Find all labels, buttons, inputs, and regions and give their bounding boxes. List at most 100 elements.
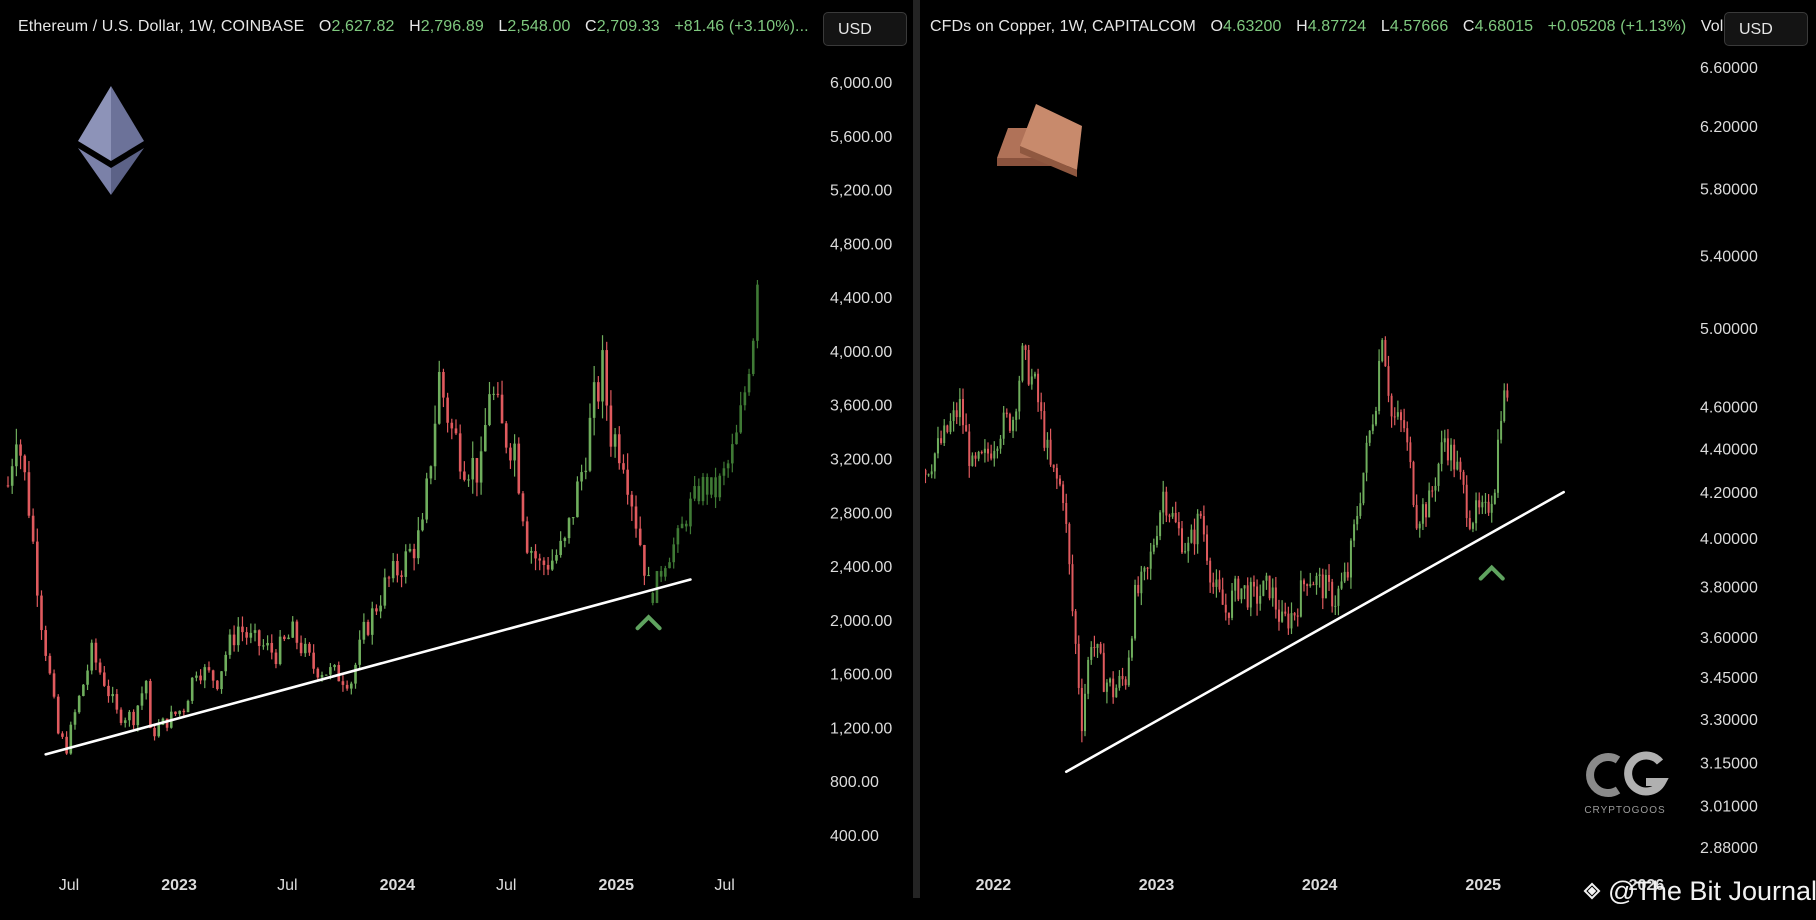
ethereum-logo-icon-bottom-left — [78, 148, 111, 195]
copper-candle — [1437, 463, 1440, 486]
eth-currency-button[interactable]: USD — [823, 12, 907, 46]
copper-close-label: C — [1462, 18, 1475, 35]
eth-candle — [446, 397, 449, 423]
eth-candle — [597, 382, 600, 402]
copper-candle — [1359, 503, 1362, 516]
copper-symbol-title[interactable]: CFDs on Copper, 1W, CAPITALCOM — [930, 18, 1196, 35]
eth-candle — [94, 642, 98, 663]
copper-candle — [1231, 590, 1234, 618]
copper-price-chart[interactable]: 6.60000 6.20000 5.80000 5.40000 5.00000 4.600… — [925, 0, 1816, 920]
copper-candle — [1487, 501, 1490, 513]
eth-candle — [454, 428, 458, 434]
eth-projection-candle — [655, 571, 659, 603]
eth-candle — [517, 443, 521, 494]
eth-candle — [550, 560, 554, 570]
eth-candle — [136, 705, 140, 726]
eth-candle — [475, 457, 479, 483]
eth-low-label: L — [498, 18, 508, 35]
copper-candle — [1434, 485, 1437, 491]
eth-candle — [626, 469, 629, 495]
copper-candle — [1318, 574, 1321, 576]
eth-symbol-title[interactable]: Ethereum / U.S. Dollar, 1W, COINBASE — [18, 18, 305, 35]
copper-open-value: 4.63200 — [1222, 18, 1282, 35]
copper-candle — [1353, 524, 1356, 541]
eth-candle — [199, 675, 202, 681]
eth-candle — [207, 667, 211, 671]
copper-candle — [1290, 613, 1293, 629]
copper-candle — [1274, 587, 1277, 610]
eth-candle — [245, 632, 248, 638]
eth-candle — [65, 736, 68, 754]
eth-candle — [563, 538, 567, 541]
eth-candle — [337, 665, 341, 682]
copper-candle — [1237, 578, 1240, 600]
eth-projection-candle — [710, 477, 713, 495]
copper-low-label: L — [1380, 18, 1390, 35]
copper-candle — [1149, 551, 1152, 569]
eth-trendline — [44, 578, 692, 756]
copper-candle — [1118, 675, 1121, 688]
copper-candle — [1284, 611, 1287, 614]
eth-x-tick-label: Jul — [59, 877, 79, 894]
eth-candle — [220, 671, 223, 690]
copper-candle — [1074, 611, 1077, 644]
eth-y-tick-label: 4,400.00 — [830, 290, 892, 307]
eth-candle — [270, 642, 274, 653]
eth-candle — [303, 643, 307, 654]
eth-candle — [400, 575, 403, 577]
copper-candle — [1409, 442, 1412, 463]
copper-candle — [1068, 523, 1071, 565]
eth-y-tick-label: 3,600.00 — [830, 398, 892, 415]
copper-currency-button[interactable]: USD — [1724, 12, 1808, 46]
eth-candle — [576, 481, 579, 518]
eth-candle — [102, 672, 106, 686]
eth-candle — [165, 718, 169, 728]
copper-candle — [1249, 581, 1252, 608]
eth-candle — [429, 466, 433, 479]
copper-candle — [1155, 536, 1158, 545]
copper-candle — [958, 399, 961, 418]
eth-projection-candle — [718, 475, 722, 498]
copper-y-tick-label: 4.00000 — [1700, 531, 1758, 548]
eth-candle — [483, 425, 487, 452]
eth-candle — [417, 530, 420, 559]
copper-candle — [1421, 504, 1424, 524]
eth-candle — [69, 724, 73, 754]
eth-candle — [580, 472, 583, 482]
eth-candle — [412, 548, 416, 559]
eth-candle — [203, 667, 207, 681]
eth-projection-candle — [743, 392, 747, 406]
copper-candle — [1456, 461, 1459, 470]
eth-chart-panel: 6,000.00 5,600.00 5,200.00 4,800.00 4,400.00… — [0, 0, 915, 920]
copper-open-label: O — [1210, 18, 1223, 35]
copper-candle — [1277, 609, 1280, 622]
eth-projection-candle — [731, 444, 734, 464]
eth-y-tick-label: 2,400.00 — [830, 559, 892, 576]
copper-y-tick-label: 5.00000 — [1700, 321, 1758, 338]
copper-candle — [1052, 464, 1055, 468]
eth-candle — [128, 711, 131, 721]
copper-candle — [1453, 444, 1456, 470]
eth-projection-candle — [651, 592, 655, 603]
copper-candle — [1008, 414, 1011, 431]
copper-candle — [1399, 412, 1402, 421]
eth-x-tick-label: 2024 — [380, 877, 416, 894]
copper-candle — [1418, 523, 1421, 529]
ethereum-logo-icon-bottom-right — [111, 148, 144, 195]
eth-projection-candle — [659, 571, 663, 577]
eth-candle — [404, 551, 408, 577]
eth-price-chart[interactable]: 6,000.00 5,600.00 5,200.00 4,800.00 4,400.00… — [0, 0, 915, 920]
eth-candle — [546, 564, 550, 570]
copper-candle — [1481, 502, 1484, 508]
cryptogoos-logo: CRYPTOGOOS — [1580, 750, 1670, 816]
eth-candle — [278, 636, 282, 665]
eth-x-tick-label: Jul — [277, 877, 297, 894]
copper-candle — [955, 410, 958, 418]
eth-candle — [584, 470, 588, 473]
eth-projection-candle — [747, 373, 751, 393]
panel-divider[interactable] — [913, 0, 920, 898]
copper-candle — [1193, 529, 1196, 545]
eth-candle — [617, 434, 621, 464]
copper-candle — [1450, 444, 1453, 461]
copper-candle — [1102, 652, 1105, 692]
